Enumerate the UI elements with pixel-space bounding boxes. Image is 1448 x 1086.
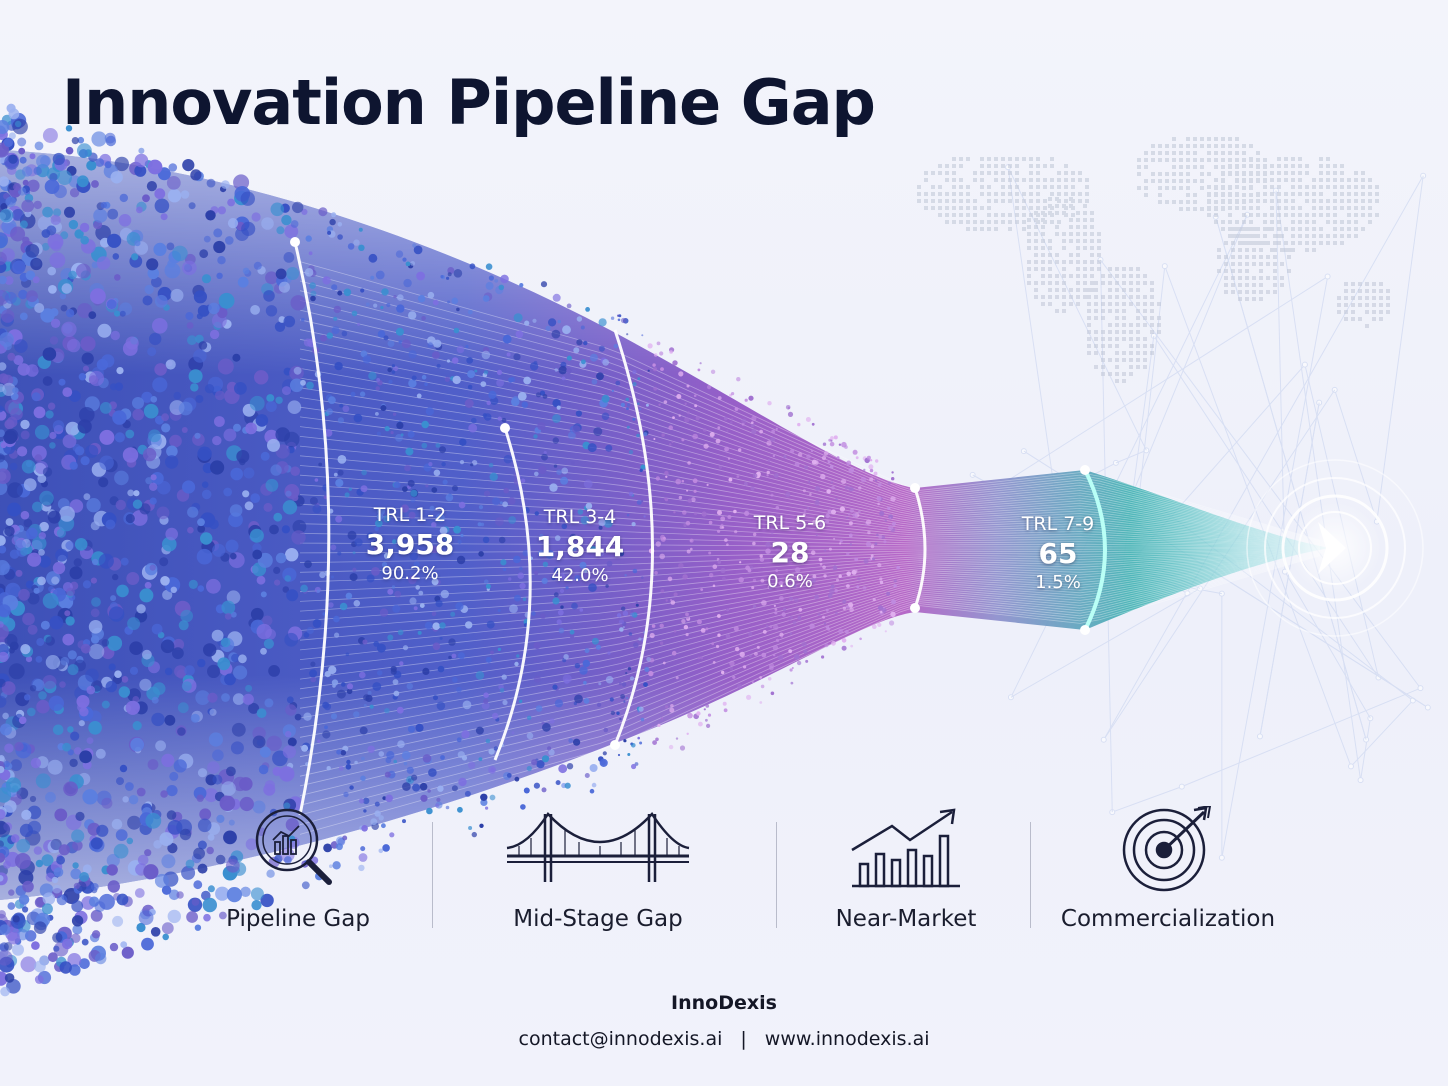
- contact-separator: |: [740, 1028, 747, 1050]
- stage-trl-label: TRL 7-9: [1021, 513, 1095, 535]
- divider: [776, 822, 777, 928]
- stage-trl-7-9: TRL 7-9 65 1.5%: [1022, 513, 1094, 593]
- category-label: Near-Market: [835, 906, 977, 932]
- stage-trl-1-2: TRL 1-2 3,958 90.2%: [366, 504, 455, 584]
- stage-trl-label: TRL 5-6: [753, 512, 827, 534]
- category-mid-stage-gap: Mid-Stage Gap: [478, 806, 718, 932]
- stage-percent: 0.6%: [767, 571, 813, 592]
- stage-count: 28: [770, 536, 810, 569]
- footer-contact: contact@innodexis.ai | www.innodexis.ai: [0, 1028, 1448, 1050]
- stage-count: 1,844: [535, 530, 625, 563]
- stage-percent: 42.0%: [551, 565, 609, 586]
- stage-trl-3-4: TRL 3-4 1,844 42.0%: [536, 506, 625, 586]
- stage-trl-5-6: TRL 5-6 28 0.6%: [754, 512, 826, 592]
- footer-brand: InnoDexis: [671, 992, 777, 1014]
- stage-trl-label: TRL 3-4: [543, 506, 617, 528]
- stage-percent: 90.2%: [381, 563, 439, 584]
- growth-chart-icon: [851, 808, 960, 888]
- page-title: Innovation Pipeline Gap: [62, 66, 876, 139]
- category-commercialization: Commercialization: [1048, 806, 1288, 932]
- stage-trl-label: TRL 1-2: [373, 504, 447, 526]
- bridge-icon: [506, 811, 690, 882]
- category-near-market: Near-Market: [786, 806, 1026, 932]
- divider: [1030, 822, 1031, 928]
- website-link[interactable]: www.innodexis.ai: [764, 1028, 930, 1050]
- stage-percent: 1.5%: [1035, 572, 1081, 593]
- contact-email-link[interactable]: contact@innodexis.ai: [518, 1028, 723, 1050]
- stage-count: 65: [1038, 537, 1078, 570]
- divider: [432, 822, 433, 928]
- category-label: Mid-Stage Gap: [513, 906, 683, 932]
- magnifier-chart-icon: [255, 808, 332, 885]
- category-pipeline-gap: Pipeline Gap: [178, 806, 418, 932]
- stage-count: 3,958: [365, 528, 455, 561]
- target-icon: [1122, 806, 1212, 892]
- category-label: Pipeline Gap: [226, 906, 370, 932]
- category-label: Commercialization: [1060, 906, 1276, 932]
